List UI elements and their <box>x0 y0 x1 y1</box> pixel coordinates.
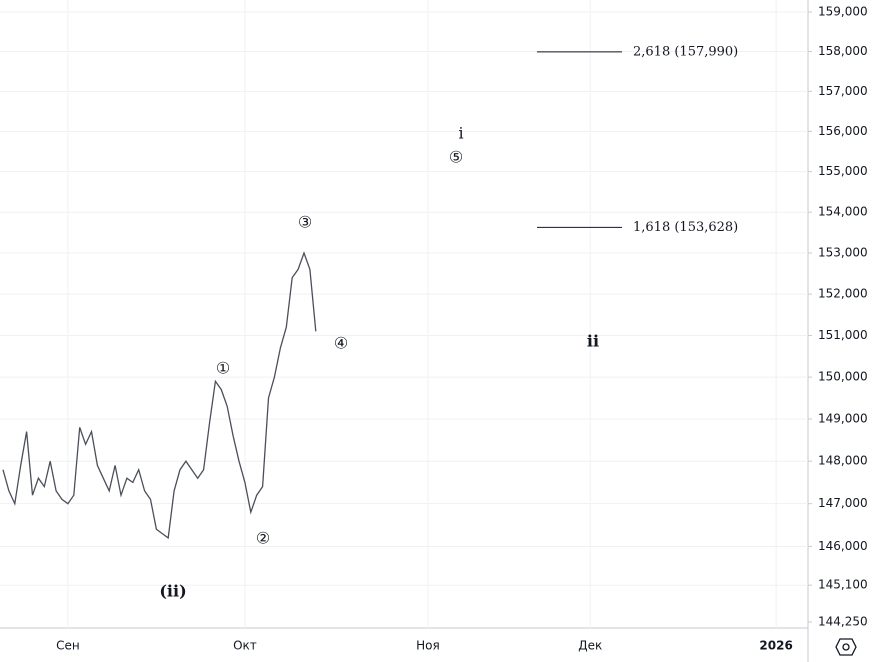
wave-label: ④ <box>334 334 348 353</box>
x-tick-label: Сен <box>56 639 80 653</box>
settings-icon-dot[interactable] <box>842 643 850 651</box>
y-tick-label: 159,000 <box>818 5 868 19</box>
fib-label: 1,618 (153,628) <box>633 220 738 235</box>
y-tick-label: 153,000 <box>818 246 868 260</box>
y-tick-label: 157,000 <box>818 84 868 98</box>
fib-label: 2,618 (157,990) <box>633 44 738 59</box>
y-tick-label: 148,000 <box>818 454 868 468</box>
y-tick-label: 144,250 <box>818 615 868 629</box>
y-tick-label: 154,000 <box>818 205 868 219</box>
x-tick-label: 2026 <box>759 639 792 653</box>
y-tick-label: 146,000 <box>818 539 868 553</box>
wave-label: ⑤ <box>449 148 463 167</box>
settings-button[interactable] <box>835 638 857 656</box>
wave-label: ii <box>587 332 599 351</box>
y-tick-label: 145,100 <box>818 578 868 592</box>
x-tick-label: Дек <box>578 639 602 653</box>
y-tick-label: 152,000 <box>818 287 868 301</box>
y-tick-label: 158,000 <box>818 44 868 58</box>
wave-label: (ii) <box>159 582 186 601</box>
wave-label: i <box>458 124 463 143</box>
y-tick-label: 149,000 <box>818 412 868 426</box>
price-line <box>2 251 317 540</box>
x-tick-label: Окт <box>233 639 257 653</box>
settings-icon[interactable] <box>835 638 857 656</box>
y-tick-label: 155,000 <box>818 164 868 178</box>
wave-label: ③ <box>298 213 312 232</box>
y-tick-label: 151,000 <box>818 328 868 342</box>
wave-label: ① <box>216 359 230 378</box>
wave-label: ② <box>256 529 270 548</box>
y-tick-label: 147,000 <box>818 496 868 510</box>
y-tick-label: 156,000 <box>818 124 868 138</box>
x-tick-label: Ноя <box>416 639 440 653</box>
y-tick-label: 150,000 <box>818 370 868 384</box>
